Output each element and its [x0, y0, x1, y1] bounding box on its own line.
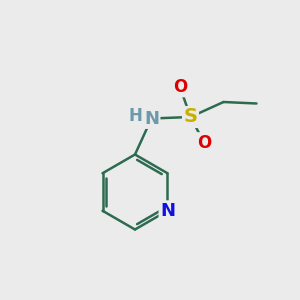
Text: N: N [160, 202, 175, 220]
Text: N: N [144, 110, 159, 128]
Text: S: S [184, 107, 197, 127]
Text: H: H [129, 107, 143, 125]
Text: O: O [197, 134, 211, 152]
Text: O: O [173, 78, 187, 96]
